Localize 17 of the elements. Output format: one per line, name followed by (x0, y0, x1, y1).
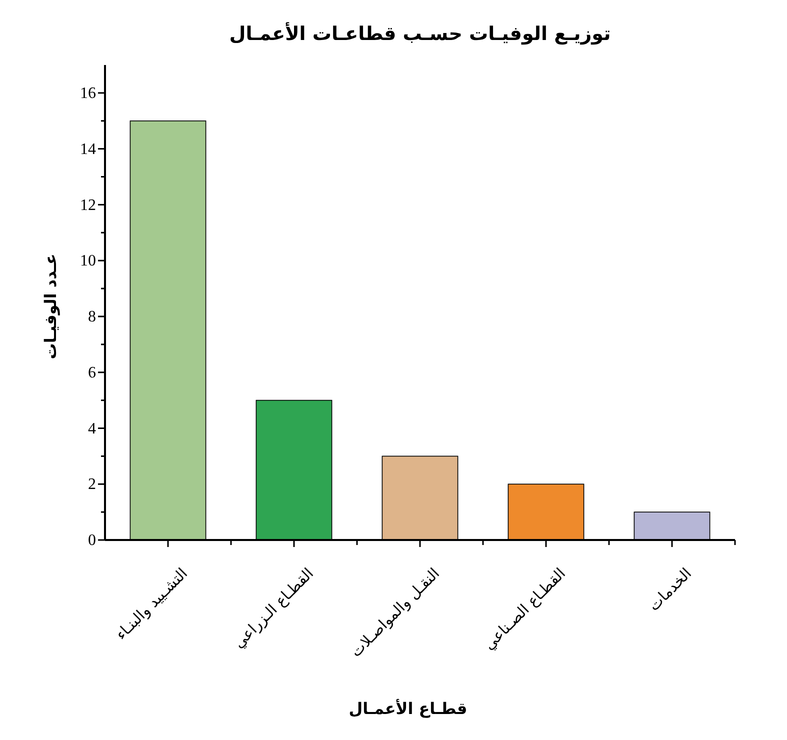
y-tick-label: 4 (88, 420, 96, 438)
x-tick-label: الخدمات (644, 564, 696, 615)
x-axis-title: قطـاع الأعمـال (348, 698, 468, 718)
y-tick-label: 16 (80, 85, 96, 102)
y-tick-label: 0 (88, 532, 96, 550)
y-tick-label: 2 (88, 476, 96, 494)
y-tick-label: 8 (88, 308, 96, 326)
y-tick-label: 14 (80, 140, 96, 158)
x-tick-label: القطـاع الصـناعي (480, 564, 570, 654)
x-tick-label: التشـييد والبنـاء (112, 564, 192, 644)
x-tick-label: القطـاع الـزراعي (230, 564, 318, 652)
y-tick-label: 12 (80, 196, 96, 214)
chart-title: توزيـع الوفيـات حسـب قطاعـات الأعمـال (229, 22, 611, 45)
y-axis-title: عـدد الوفيـات (41, 254, 60, 360)
x-tick-label: النقـل والمواصـلات (346, 564, 444, 661)
y-tick-label: 10 (80, 252, 96, 270)
y-tick-label: 6 (88, 364, 96, 382)
